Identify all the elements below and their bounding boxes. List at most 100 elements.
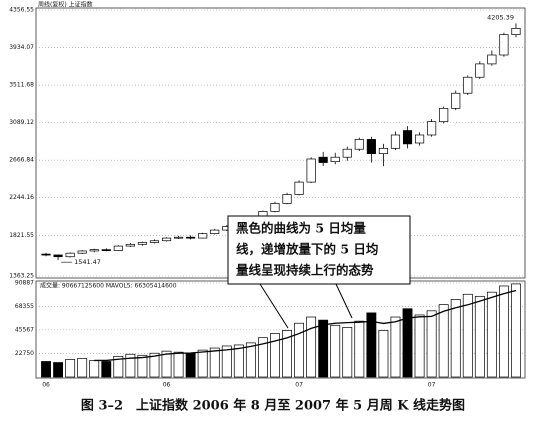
volume-bar: [282, 330, 292, 378]
candle-body: [89, 249, 99, 252]
candle-body: [174, 236, 184, 239]
y-tick-label: 2244.16: [9, 194, 34, 201]
candle-body: [77, 250, 87, 254]
callout-text: 黑色的曲线为 5 日均量: [236, 221, 366, 236]
volume-bar: [270, 333, 280, 378]
candle-body: [499, 34, 509, 56]
x-tick-label: 06: [42, 382, 50, 389]
candle-body: [41, 253, 51, 256]
candle-body: [306, 158, 316, 183]
candle-body: [101, 249, 111, 251]
price-title: 周线(复权) 上证指数: [38, 1, 93, 9]
volume-bar: [41, 361, 51, 378]
candle-body: [366, 139, 376, 155]
volume-bar: [426, 310, 437, 378]
volume-bar: [498, 285, 509, 378]
volume-bar: [257, 337, 268, 378]
volume-bar: [390, 316, 401, 378]
volume-bar: [209, 347, 220, 378]
candle-body: [402, 130, 413, 145]
callout-box: [227, 215, 411, 285]
volume-bar: [402, 308, 413, 378]
volume-bar: [511, 283, 521, 378]
y-tick-label: 45567: [15, 326, 34, 333]
candle-body: [65, 252, 75, 258]
volume-bar: [245, 342, 256, 378]
candle-body: [137, 242, 147, 245]
callout-arrow: [259, 283, 289, 329]
high-label: 4205.39: [487, 13, 514, 21]
callout-arrow: [335, 283, 353, 319]
callout-text: 量线呈现持续上行的态势: [236, 263, 374, 278]
volume-bar: [77, 358, 88, 378]
candle-body: [427, 121, 437, 136]
y-tick-label: 3934.07: [9, 44, 34, 51]
callout-text: 线，递增放量下的 5 日均: [236, 242, 378, 257]
candle-body: [186, 236, 196, 239]
candle-body: [342, 148, 352, 158]
volume-bar: [65, 359, 76, 378]
y-tick-label: 3511.68: [9, 82, 34, 89]
y-tick-label: 90887: [15, 280, 34, 287]
candle-body: [270, 203, 280, 212]
candle-body: [463, 76, 473, 94]
volume-bar: [125, 353, 136, 378]
ma5-line: [94, 289, 517, 362]
y-tick-label: 4356.55: [9, 7, 34, 14]
volume-bar: [486, 291, 497, 378]
volume-bar: [318, 319, 329, 378]
candle-body: [330, 156, 340, 163]
y-tick-label: 3089.12: [9, 119, 34, 126]
candle-body: [511, 28, 521, 35]
candle-body: [282, 194, 292, 204]
candle-body: [439, 107, 449, 123]
candle-body: [390, 134, 401, 149]
volume-bar: [450, 299, 461, 378]
volume-title: 成交量: 90667125600 MAVOL5: 66305414600: [40, 282, 177, 290]
low-label: 1541.47: [74, 258, 101, 266]
volume-bar: [197, 349, 208, 378]
y-tick-label: 68355: [15, 303, 34, 310]
candle-body: [125, 243, 135, 247]
volume-bar: [101, 361, 112, 378]
candle-body: [161, 237, 172, 242]
volume-bar: [354, 320, 365, 378]
volume-bar: [366, 312, 377, 378]
y-tick-label: 1821.55: [9, 232, 34, 239]
volume-bar: [149, 352, 160, 378]
volume-bar: [294, 322, 305, 378]
volume-bar: [342, 327, 353, 378]
volume-bar: [161, 350, 172, 378]
candle-body: [294, 181, 304, 195]
candle-body: [318, 156, 328, 163]
candle-body: [149, 240, 160, 243]
volume-bar: [378, 330, 389, 378]
volume-bar: [462, 293, 473, 378]
volume-bar: [474, 295, 485, 378]
candle-body: [451, 92, 461, 109]
volume-bar: [173, 351, 184, 378]
candle-body: [53, 254, 63, 258]
volume-bar: [330, 324, 341, 378]
volume-bar: [89, 360, 100, 378]
candle-body: [354, 139, 364, 150]
x-tick-label: 07: [428, 382, 436, 389]
y-tick-label: 22750: [15, 350, 34, 357]
volume-bar: [438, 304, 449, 378]
volume-bar: [233, 344, 244, 378]
volume-bar: [137, 354, 148, 378]
volume-bar: [306, 316, 317, 378]
volume-bar: [221, 345, 232, 378]
volume-bar: [113, 355, 124, 378]
y-tick-label: 2666.84: [9, 157, 34, 164]
volume-bar: [185, 352, 196, 378]
volume-bar: [53, 362, 64, 378]
candle-body: [210, 229, 220, 234]
plot: 1363.25 1821.55 2244.16 2666.84 3089.12 3511.…: [9, 7, 525, 389]
y-tick-label: 1363.25: [9, 273, 34, 280]
x-tick-label: 07: [295, 382, 303, 389]
candle-body: [113, 245, 123, 251]
candle-body: [487, 54, 497, 65]
x-tick-label: 06: [163, 382, 171, 389]
